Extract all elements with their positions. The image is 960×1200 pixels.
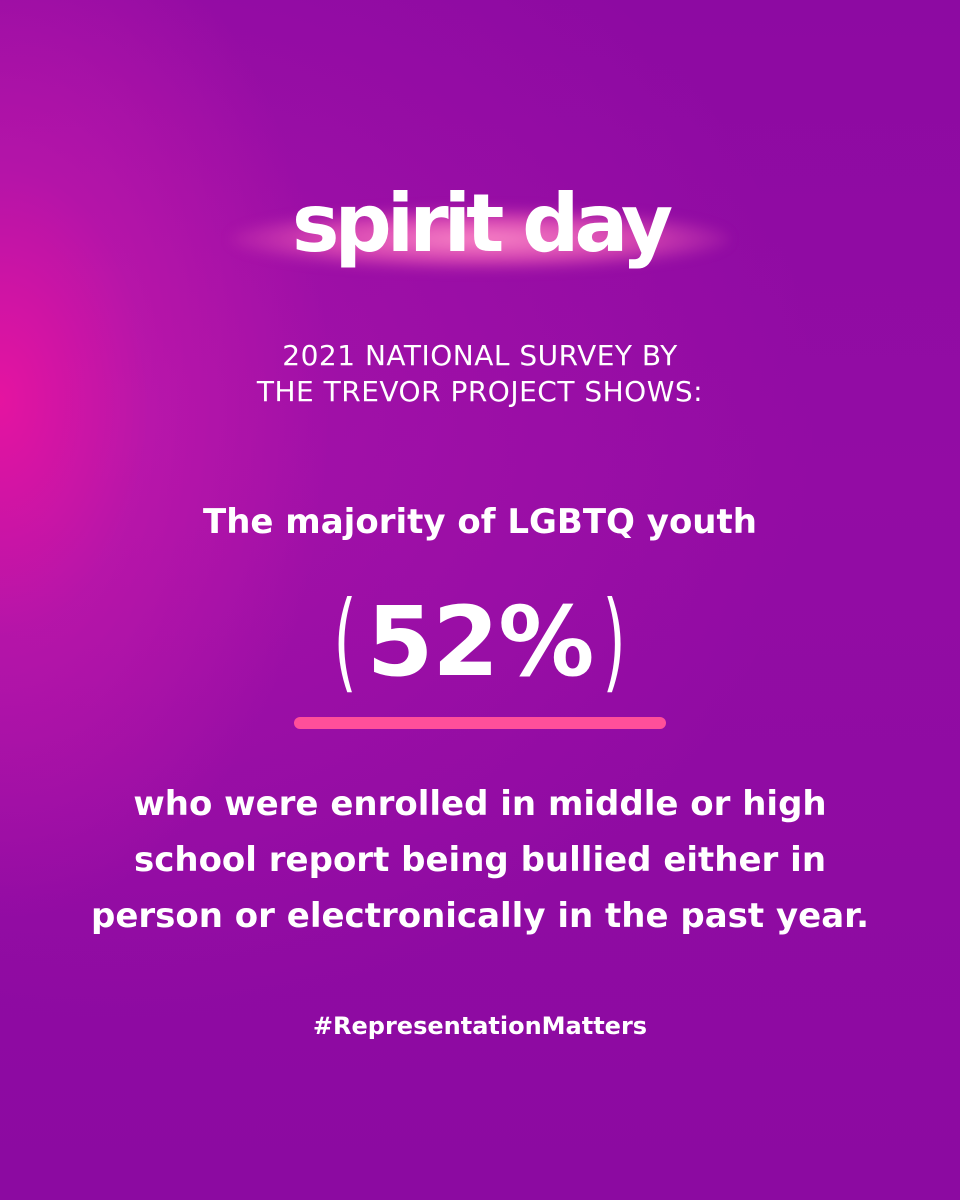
hashtag: #RepresentationMatters [312, 1012, 648, 1040]
close-parenthesis: ) [602, 579, 627, 704]
logo-glow-highlight [230, 208, 730, 270]
body-text: who were enrolled in middle or high scho… [0, 776, 960, 944]
accent-underline [294, 717, 666, 729]
survey-source: 2021 NATIONAL SURVEY BY THE TREVOR PROJE… [0, 338, 960, 410]
logo-text: spirit day [291, 177, 673, 270]
statistic: (52%) [0, 582, 960, 702]
survey-line-1: 2021 NATIONAL SURVEY BY [282, 339, 678, 372]
body-line-1: who were enrolled in middle or high [133, 784, 827, 824]
body-line-3: person or electronically in the past yea… [91, 896, 869, 936]
body-line-2: school report being bullied either in [133, 840, 827, 880]
open-parenthesis: ( [333, 579, 358, 704]
statistic-value: 52% [366, 586, 595, 698]
headline: The majority of LGBTQ youth [203, 502, 757, 542]
spirit-day-logo: spirit day [0, 180, 960, 290]
survey-line-2: THE TREVOR PROJECT SHOWS: [256, 375, 704, 408]
